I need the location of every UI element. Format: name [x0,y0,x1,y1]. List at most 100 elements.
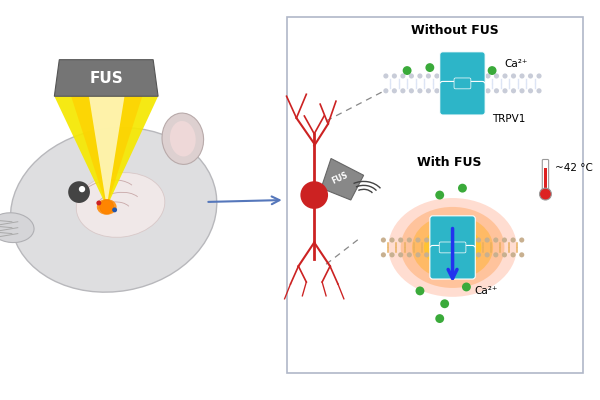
Circle shape [416,286,424,295]
Circle shape [442,252,446,258]
Circle shape [520,74,524,78]
Polygon shape [89,96,125,207]
Circle shape [467,252,472,258]
Text: TRPV1: TRPV1 [492,114,526,124]
Circle shape [520,88,524,93]
Circle shape [494,88,499,93]
FancyBboxPatch shape [440,52,485,85]
Ellipse shape [424,225,481,270]
Circle shape [519,252,524,258]
Text: Without FUS: Without FUS [410,24,499,36]
Circle shape [409,88,414,93]
Circle shape [477,74,482,78]
Circle shape [476,238,481,242]
Ellipse shape [401,207,505,288]
FancyBboxPatch shape [430,216,475,250]
Circle shape [409,74,414,78]
Ellipse shape [76,172,165,237]
Circle shape [450,238,455,242]
Circle shape [415,252,421,258]
Text: Ca²⁺: Ca²⁺ [504,59,527,69]
FancyBboxPatch shape [440,82,485,115]
Circle shape [418,88,422,93]
Circle shape [502,238,507,242]
Ellipse shape [97,199,116,215]
Circle shape [485,74,491,78]
Circle shape [403,66,412,75]
FancyBboxPatch shape [454,78,471,89]
Circle shape [424,252,429,258]
Circle shape [398,252,403,258]
FancyBboxPatch shape [544,168,547,190]
Circle shape [381,238,386,242]
Circle shape [502,252,507,258]
Ellipse shape [0,213,34,242]
Circle shape [407,252,412,258]
Circle shape [511,238,515,242]
Ellipse shape [170,121,196,156]
Circle shape [442,238,446,242]
Circle shape [112,208,117,212]
Circle shape [477,88,482,93]
Circle shape [426,74,431,78]
Circle shape [528,74,533,78]
Ellipse shape [10,128,217,292]
Circle shape [485,238,490,242]
Circle shape [434,74,439,78]
Circle shape [389,252,395,258]
Circle shape [424,238,429,242]
FancyBboxPatch shape [439,242,466,253]
Text: Ca²⁺: Ca²⁺ [475,286,497,296]
Circle shape [443,74,448,78]
Ellipse shape [388,198,517,297]
Circle shape [415,238,421,242]
Polygon shape [55,60,158,96]
Circle shape [400,74,406,78]
Circle shape [493,252,499,258]
Circle shape [392,88,397,93]
Circle shape [460,88,465,93]
Circle shape [469,88,473,93]
Circle shape [79,186,85,192]
Text: FUS: FUS [331,171,349,186]
Text: With FUS: With FUS [418,156,482,169]
Circle shape [400,88,406,93]
Ellipse shape [434,233,472,262]
Circle shape [434,88,439,93]
Circle shape [68,181,90,203]
Circle shape [418,74,422,78]
Circle shape [511,88,516,93]
Circle shape [488,66,497,75]
Circle shape [536,74,542,78]
Circle shape [443,88,448,93]
Circle shape [426,88,431,93]
FancyBboxPatch shape [542,160,548,193]
Circle shape [467,238,472,242]
Circle shape [425,63,434,72]
Circle shape [407,238,412,242]
Circle shape [485,88,491,93]
Text: ~42 °C: ~42 °C [556,163,593,173]
Circle shape [458,252,464,258]
Circle shape [476,252,481,258]
Text: FUS: FUS [89,71,123,86]
Circle shape [389,238,395,242]
Circle shape [440,299,449,308]
FancyBboxPatch shape [287,17,583,373]
Circle shape [383,88,388,93]
Ellipse shape [162,113,203,164]
Circle shape [97,200,101,206]
Circle shape [433,252,438,258]
Circle shape [392,74,397,78]
Circle shape [435,314,444,323]
Circle shape [458,238,464,242]
Circle shape [485,252,490,258]
Circle shape [451,88,457,93]
Circle shape [536,88,542,93]
Polygon shape [55,96,158,207]
Circle shape [511,252,515,258]
Circle shape [450,252,455,258]
Circle shape [502,74,508,78]
Circle shape [301,181,328,209]
Circle shape [451,74,457,78]
